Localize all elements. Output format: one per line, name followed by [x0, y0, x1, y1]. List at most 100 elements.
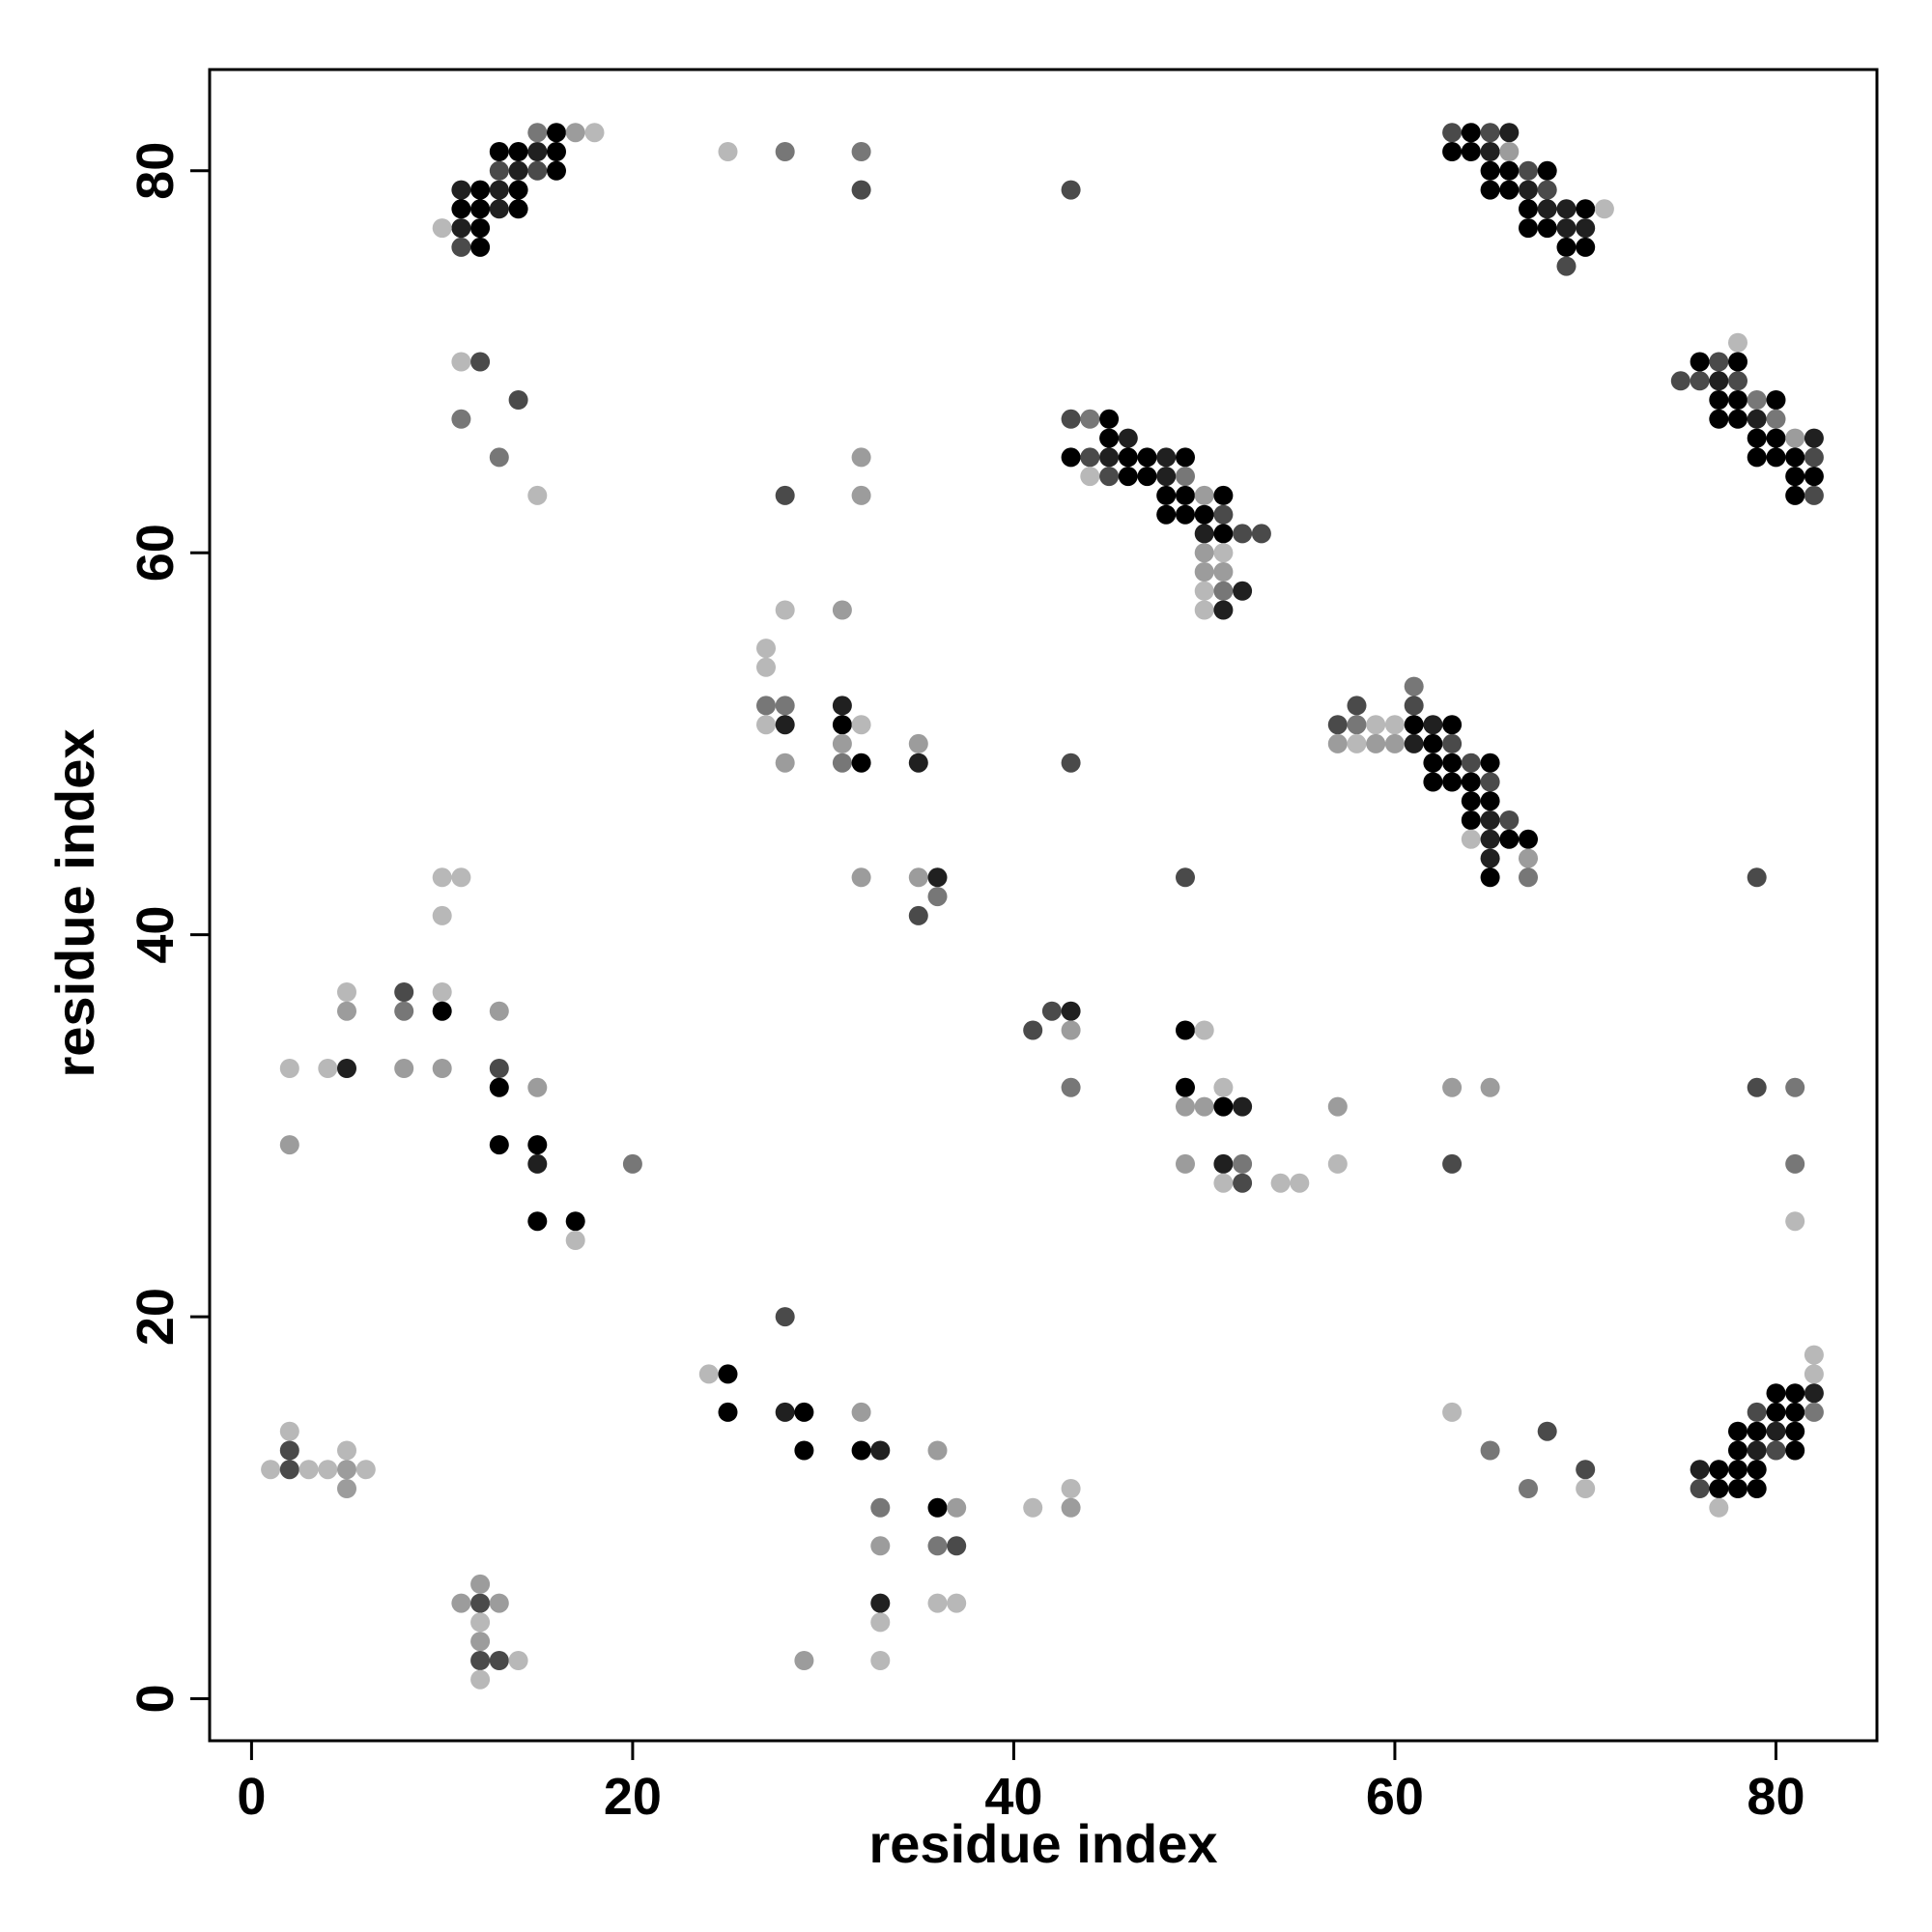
- data-point: [1499, 142, 1520, 161]
- data-point: [1233, 524, 1253, 544]
- data-point: [337, 1001, 356, 1021]
- data-point: [851, 142, 871, 161]
- data-point: [1194, 581, 1214, 601]
- data-point: [851, 180, 871, 200]
- data-point: [470, 199, 491, 219]
- data-point: [1480, 1440, 1500, 1461]
- data-point: [279, 1440, 299, 1461]
- data-point: [1194, 524, 1214, 544]
- data-point: [1804, 1402, 1824, 1422]
- data-point: [1747, 1479, 1767, 1498]
- data-point: [318, 1460, 338, 1480]
- data-point: [1709, 1460, 1729, 1480]
- data-point: [775, 753, 795, 773]
- data-point: [1118, 428, 1138, 448]
- data-point: [1728, 352, 1747, 372]
- data-point: [1384, 733, 1405, 753]
- data-point: [1176, 504, 1195, 525]
- data-point: [318, 1059, 338, 1078]
- data-point: [1251, 524, 1271, 544]
- data-point: [1785, 467, 1805, 487]
- data-point: [1728, 332, 1747, 353]
- data-point: [1480, 180, 1500, 200]
- data-point: [1747, 447, 1767, 468]
- x-tick-label: 80: [1747, 1768, 1804, 1826]
- data-point: [1747, 409, 1767, 429]
- data-point: [947, 1593, 967, 1613]
- data-point: [451, 218, 471, 239]
- data-point: [1327, 715, 1348, 735]
- data-point: [337, 1479, 356, 1498]
- data-point: [1728, 1440, 1747, 1461]
- data-point: [1404, 676, 1424, 696]
- data-point: [1747, 1460, 1767, 1480]
- data-point: [1176, 1096, 1195, 1117]
- data-point: [1061, 409, 1081, 429]
- data-point: [1499, 180, 1520, 200]
- data-point: [1233, 1173, 1253, 1193]
- x-tick-label: 0: [237, 1768, 266, 1826]
- data-point: [870, 1440, 891, 1461]
- data-point: [1728, 371, 1747, 391]
- data-point: [337, 1059, 356, 1078]
- data-point: [1709, 371, 1729, 391]
- data-point: [1480, 791, 1500, 811]
- data-point: [279, 1059, 299, 1078]
- data-point: [489, 180, 509, 200]
- data-point: [1480, 829, 1500, 849]
- data-point: [1061, 447, 1081, 468]
- data-point: [832, 715, 852, 735]
- data-point: [261, 1460, 281, 1480]
- data-point: [908, 905, 928, 925]
- data-point: [1576, 218, 1596, 239]
- data-point: [1213, 581, 1234, 601]
- data-point: [1327, 1096, 1348, 1117]
- data-point: [470, 1669, 491, 1690]
- data-point: [1404, 715, 1424, 735]
- data-point: [927, 887, 948, 907]
- data-point: [470, 352, 491, 372]
- data-point: [1442, 1077, 1463, 1097]
- x-tick-label: 60: [1366, 1768, 1424, 1826]
- data-point: [508, 1651, 528, 1670]
- data-point: [1366, 733, 1386, 753]
- data-point: [1384, 715, 1405, 735]
- data-point: [1213, 562, 1234, 582]
- data-point: [1061, 1479, 1081, 1498]
- data-point: [1461, 123, 1481, 143]
- data-point: [1156, 447, 1177, 468]
- data-point: [851, 1402, 871, 1422]
- data-point: [718, 142, 738, 161]
- data-point: [775, 600, 795, 620]
- data-point: [775, 1307, 795, 1327]
- data-point: [1176, 867, 1195, 888]
- data-point: [1442, 733, 1463, 753]
- data-point: [1785, 1211, 1805, 1232]
- data-point: [451, 180, 471, 200]
- data-point: [1213, 1153, 1234, 1174]
- data-point: [1728, 1421, 1747, 1441]
- data-point: [1480, 772, 1500, 792]
- data-point: [1709, 409, 1729, 429]
- data-point: [870, 1651, 891, 1670]
- data-point: [1747, 1440, 1767, 1461]
- data-point: [337, 1460, 356, 1480]
- data-point: [489, 160, 509, 181]
- data-point: [1213, 600, 1234, 620]
- data-point: [1213, 524, 1234, 544]
- data-point: [451, 409, 471, 429]
- data-point: [1728, 1460, 1747, 1480]
- data-point: [1099, 409, 1120, 429]
- x-tick-label: 20: [604, 1768, 662, 1826]
- data-point: [1785, 428, 1805, 448]
- data-point: [1461, 791, 1481, 811]
- data-point: [470, 1651, 491, 1670]
- data-point: [1519, 829, 1538, 849]
- data-point: [1347, 696, 1367, 716]
- data-point: [1804, 485, 1824, 505]
- data-point: [470, 1632, 491, 1652]
- data-point: [1766, 1440, 1786, 1461]
- data-point: [1480, 753, 1500, 773]
- data-point: [565, 1231, 585, 1250]
